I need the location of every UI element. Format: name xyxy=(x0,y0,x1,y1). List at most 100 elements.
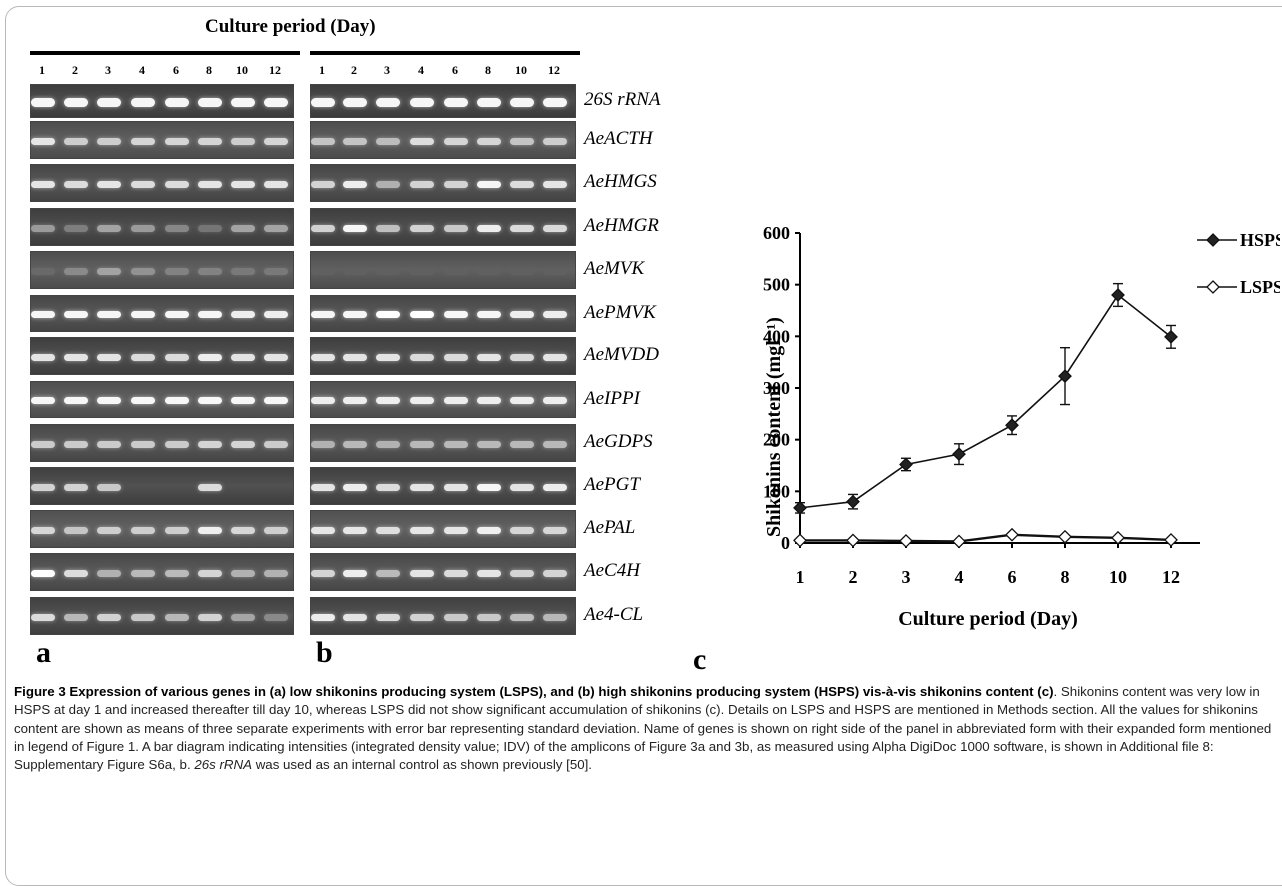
x-tick-label: 2 xyxy=(849,567,858,587)
band xyxy=(477,224,501,232)
band xyxy=(198,353,222,361)
band xyxy=(343,440,367,448)
band xyxy=(165,311,189,318)
lane-label: 10 xyxy=(236,63,248,77)
band xyxy=(64,353,88,361)
band xyxy=(31,224,55,232)
band xyxy=(343,613,367,621)
gel-a-row-10 xyxy=(30,510,294,548)
band xyxy=(264,569,288,577)
band xyxy=(410,353,434,361)
band xyxy=(543,613,567,621)
band xyxy=(376,311,400,318)
panel-label-c: c xyxy=(693,643,707,676)
band xyxy=(444,180,468,188)
band xyxy=(543,267,567,275)
band xyxy=(477,483,501,491)
band xyxy=(64,224,88,232)
gel-a-row-12 xyxy=(30,597,294,635)
band xyxy=(231,613,255,621)
data-point-hsps xyxy=(1111,288,1125,302)
band xyxy=(165,440,189,448)
gel-a-row-9 xyxy=(30,467,294,505)
band xyxy=(410,97,434,107)
gel-b-row-5 xyxy=(310,295,576,332)
gene-label: AePMVK xyxy=(584,301,656,323)
band xyxy=(543,311,567,318)
lane-label: 4 xyxy=(418,63,424,77)
lane-label: 12 xyxy=(548,63,560,77)
band xyxy=(231,137,255,145)
band xyxy=(410,311,434,318)
band xyxy=(264,353,288,361)
band xyxy=(97,483,121,491)
lane-label: 6 xyxy=(452,63,458,77)
panel-label-b: b xyxy=(316,636,333,669)
lane-label: 2 xyxy=(351,63,357,77)
band xyxy=(444,613,468,621)
y-tick-label: 300 xyxy=(763,378,790,398)
band xyxy=(444,137,468,145)
gene-label: Ae4-CL xyxy=(584,604,644,625)
band xyxy=(444,483,468,491)
band xyxy=(343,353,367,361)
lane-label: 2 xyxy=(72,63,78,77)
band xyxy=(131,526,155,534)
band xyxy=(543,526,567,534)
band xyxy=(264,613,288,621)
band xyxy=(31,397,55,404)
band xyxy=(376,353,400,361)
x-tick-label: 12 xyxy=(1162,567,1180,587)
band xyxy=(198,526,222,534)
gene-label: AeACTH xyxy=(584,128,653,149)
band xyxy=(343,526,367,534)
gel-a-row-5 xyxy=(30,295,294,332)
band xyxy=(477,397,501,404)
band xyxy=(64,569,88,577)
band xyxy=(264,137,288,145)
gel-b-row-1 xyxy=(310,121,576,159)
gene-label: AePAL xyxy=(584,517,636,538)
gene-label: AeMVK xyxy=(584,258,645,279)
gel-a-row-8 xyxy=(30,424,294,462)
legend-marker xyxy=(1206,233,1220,247)
band xyxy=(410,137,434,145)
band xyxy=(376,569,400,577)
band xyxy=(131,224,155,232)
gel-a-row-11 xyxy=(30,553,294,591)
gel-b-row-12 xyxy=(310,597,576,635)
lane-label: 3 xyxy=(105,63,111,77)
gel-a-top-rule xyxy=(30,51,300,55)
gel-b-row-3 xyxy=(310,208,576,246)
band xyxy=(165,137,189,145)
band xyxy=(131,97,155,107)
band xyxy=(510,353,534,361)
band xyxy=(444,311,468,318)
band xyxy=(131,137,155,145)
x-tick-label: 8 xyxy=(1061,567,1070,587)
band xyxy=(198,440,222,448)
x-tick-label: 10 xyxy=(1109,567,1127,587)
band xyxy=(97,397,121,404)
band xyxy=(231,224,255,232)
band xyxy=(510,97,534,107)
band xyxy=(97,97,121,107)
band xyxy=(97,311,121,318)
band xyxy=(97,353,121,361)
y-tick-label: 0 xyxy=(781,533,790,553)
gene-label: AeHMGR xyxy=(584,215,659,236)
band xyxy=(311,397,335,404)
gene-label: AePGT xyxy=(584,474,640,495)
lane-label: 8 xyxy=(206,63,212,77)
y-tick-label: 500 xyxy=(763,275,790,295)
gene-label: AeGDPS xyxy=(584,431,653,452)
y-tick-label: 600 xyxy=(763,223,790,243)
band xyxy=(410,397,434,404)
lane-label: 12 xyxy=(269,63,281,77)
band xyxy=(510,311,534,318)
lane-label: 1 xyxy=(39,63,45,77)
figure-caption: Figure 3 Expression of various genes in … xyxy=(14,683,1272,774)
gel-a-row-0 xyxy=(30,84,294,118)
band xyxy=(31,97,55,107)
